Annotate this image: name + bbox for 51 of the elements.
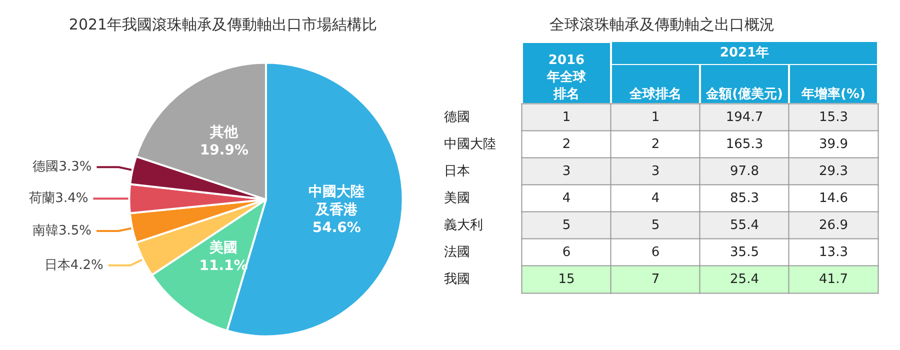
- y-tick-label: 德國: [444, 110, 470, 125]
- slice-label: 荷蘭3.4%: [29, 191, 88, 206]
- slice-label: 美國: [208, 238, 238, 256]
- data-label: 41.7: [819, 272, 848, 287]
- data-label: 15.3: [819, 110, 848, 125]
- data-label: 2: [562, 137, 571, 152]
- data-label: 35.5: [730, 245, 759, 260]
- x-axis-title: 2021年: [720, 46, 770, 60]
- chart-title: 2021年我國滾珠軸承及傳動軸出口市場結構比: [68, 16, 378, 34]
- data-label: 3: [651, 164, 660, 179]
- chart-title: 全球滾珠軸承及傳動軸之出口概況: [550, 16, 774, 34]
- data-label: 13.3: [819, 245, 848, 260]
- slice-label: 中國大陸及香港: [308, 184, 365, 218]
- y-tick-label: 我國: [444, 272, 470, 287]
- data-label: 85.3: [730, 191, 759, 206]
- data-label: 1: [651, 110, 660, 125]
- data-label: 39.9: [819, 137, 848, 152]
- y-tick-label: 中國大陸: [444, 137, 496, 152]
- data-label: 194.7: [726, 110, 764, 125]
- y-tick-label: 法國: [444, 245, 470, 260]
- data-label: 26.9: [819, 218, 848, 233]
- y-tick-label: 美國: [444, 190, 470, 206]
- x-tick-label: 年增率(%): [800, 86, 866, 102]
- data-label: 14.6: [819, 191, 848, 206]
- data-label: 4: [562, 191, 571, 206]
- slice-label: 德國3.3%: [32, 160, 92, 175]
- data-label: 97.8: [730, 164, 759, 179]
- data-label: 7: [651, 272, 660, 287]
- data-label: 3: [562, 164, 571, 179]
- data-label: 165.3: [726, 137, 764, 152]
- data-label: 5: [651, 218, 660, 233]
- y-tick-label: 義大利: [444, 218, 483, 233]
- data-label: 19.9%: [200, 142, 249, 159]
- data-label: 2: [651, 137, 660, 152]
- data-label: 55.4: [730, 218, 759, 233]
- data-label: 29.3: [819, 164, 848, 179]
- y-tick-label: 日本: [444, 164, 470, 179]
- slice-label: 南韓3.5%: [32, 224, 92, 239]
- x-tick-label: 2016年全球排名: [546, 53, 587, 102]
- data-label: 6: [651, 245, 660, 260]
- data-label: 4: [651, 191, 660, 206]
- x-tick-label: 全球排名: [628, 86, 682, 102]
- data-label: 1: [562, 110, 571, 125]
- x-tick-label: 金額(億美元): [705, 86, 783, 102]
- data-label: 25.4: [730, 272, 759, 287]
- data-label: 54.6%: [312, 220, 361, 236]
- data-label: 15: [558, 272, 575, 287]
- slice-label: 日本4.2%: [44, 258, 104, 273]
- slice-label: 其他: [209, 124, 240, 141]
- data-label: 5: [562, 218, 571, 233]
- data-label: 6: [562, 245, 571, 260]
